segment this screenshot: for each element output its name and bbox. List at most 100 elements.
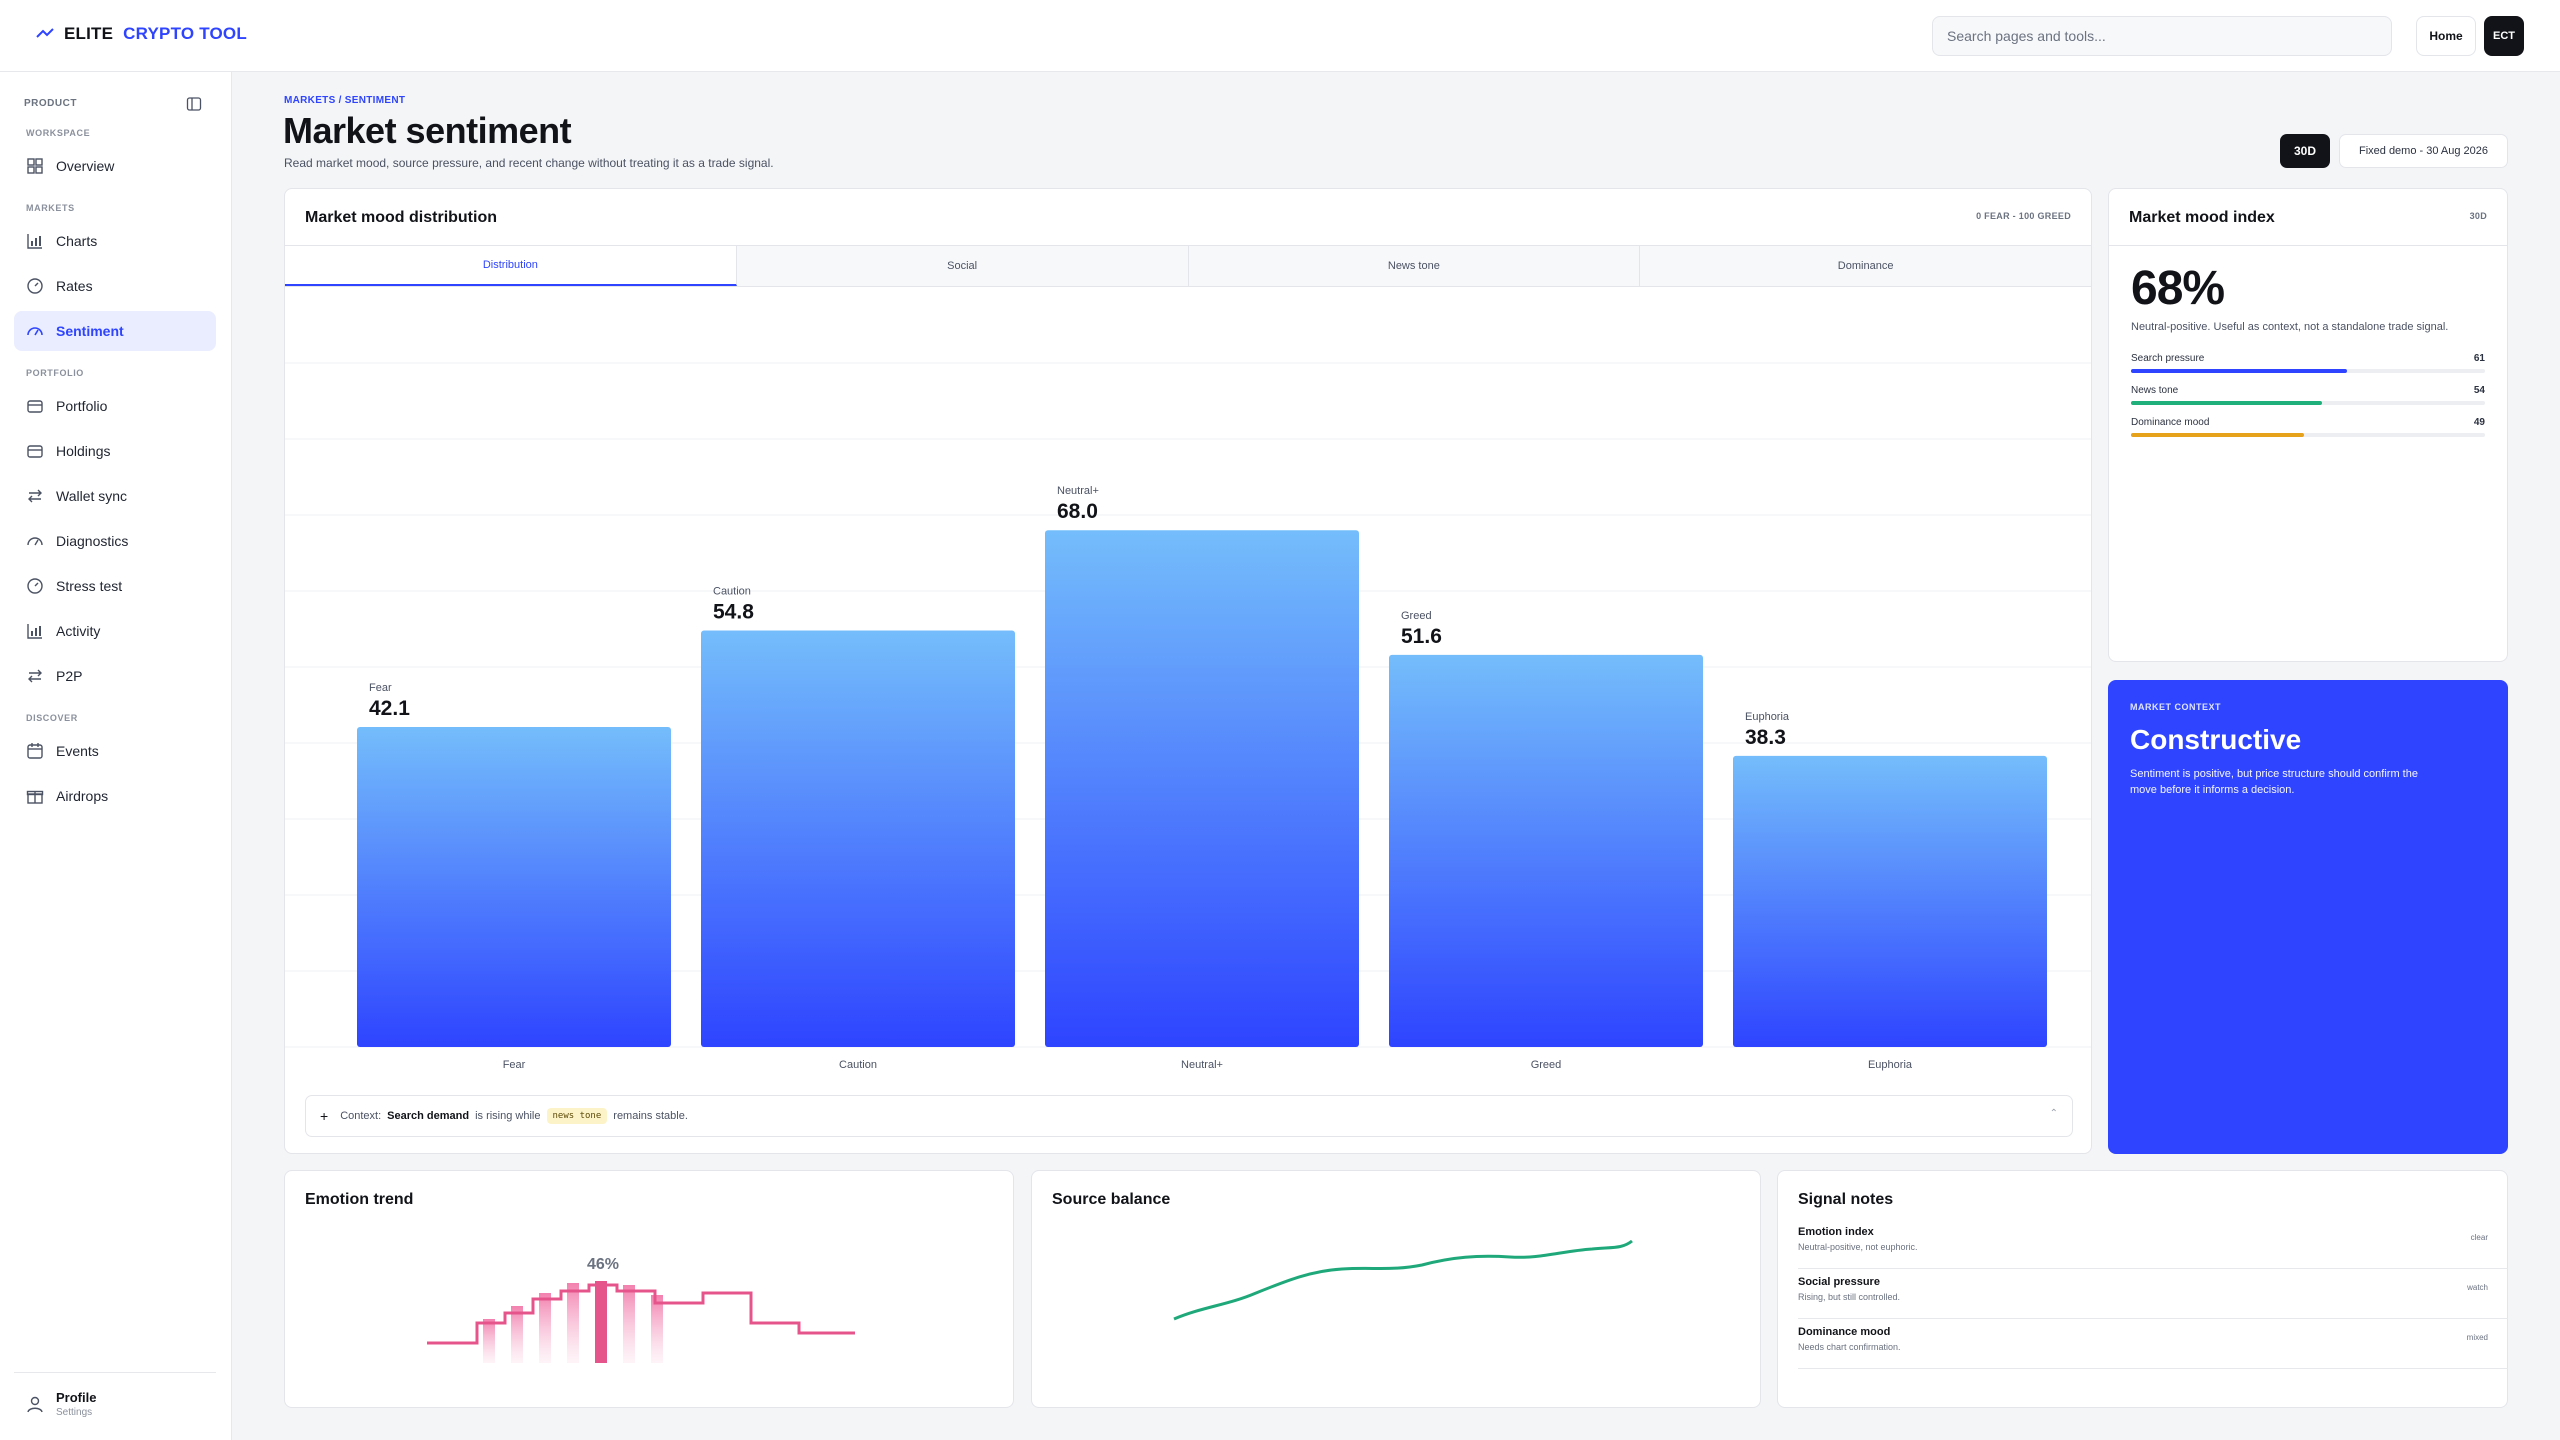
x-tick-label: Euphoria — [1868, 1059, 1913, 1071]
meter-fill — [2131, 401, 2323, 405]
trend-column — [651, 1295, 663, 1363]
swap-arrows-icon — [28, 669, 42, 683]
list-item[interactable]: Social pressure Rising, but still contro… — [1798, 1269, 2508, 1319]
sidebar-item-charts[interactable]: Charts — [14, 221, 216, 261]
sidebar-divider — [14, 1372, 216, 1373]
sidebar-item-label: P2P — [56, 668, 83, 684]
sidebar-item-rates[interactable]: Rates — [14, 266, 216, 306]
mood-index-card: Market mood index 30D 68% Neutral-positi… — [2108, 188, 2508, 662]
note-desc: Needs chart confirmation. — [1798, 1342, 1901, 1352]
bar-caution[interactable] — [701, 630, 1015, 1047]
meter-fill — [2131, 369, 2347, 373]
plus-icon: + — [320, 1108, 329, 1124]
peak-label: 46% — [587, 1256, 619, 1273]
status-badge: mixed — [2466, 1333, 2488, 1342]
brand-logo[interactable]: ELITE CRYPTO TOOL — [36, 24, 247, 44]
note-title: Dominance mood — [1798, 1326, 1891, 1338]
signal-notes-list: Emotion index Neutral-positive, not euph… — [1798, 1219, 2508, 1369]
bar-euphoria[interactable] — [1733, 755, 2047, 1047]
bar-neutral[interactable] — [1045, 530, 1359, 1047]
sidebar-item-label: Sentiment — [56, 323, 124, 339]
avatar[interactable]: ECT — [2484, 16, 2524, 56]
bar-greed[interactable] — [1389, 654, 1703, 1047]
sidebar-item-sentiment[interactable]: Sentiment — [14, 311, 216, 351]
sidebar-item-label: Charts — [56, 233, 98, 249]
bar-category-label: Euphoria — [1745, 711, 1790, 723]
swap-arrows-icon — [28, 489, 42, 503]
trend-column — [511, 1306, 523, 1363]
logo-mark-icon — [36, 28, 54, 38]
product-label: PRODUCT — [24, 98, 77, 109]
top-bar: ELITE CRYPTO TOOL Search pages and tools… — [0, 0, 2560, 72]
note-title: Emotion index — [1798, 1226, 1874, 1238]
note-title: Social pressure — [1798, 1276, 1880, 1288]
tab-social[interactable]: Social — [737, 246, 1189, 286]
x-tick-label: Neutral+ — [1181, 1059, 1223, 1071]
profile-link[interactable]: Profile Settings — [26, 1390, 96, 1418]
bar-value-label: 68.0 — [1057, 500, 1098, 523]
status-badge: watch — [2467, 1283, 2488, 1292]
meter-value: 54 — [2473, 385, 2485, 396]
x-tick-label: Caution — [839, 1059, 877, 1071]
sidebar-item-label: Stress test — [56, 578, 123, 594]
sidebar-item-stress-test[interactable]: Stress test — [14, 566, 216, 606]
trend-column-peak — [595, 1281, 607, 1363]
meter-value: 61 — [2473, 353, 2485, 364]
section-workspace: WORKSPACE — [26, 128, 91, 138]
sidebar-item-portfolio[interactable]: Portfolio — [14, 386, 216, 426]
fixed-demo-badge[interactable]: Fixed demo - 30 Aug 2026 — [2339, 134, 2508, 168]
trend-column — [623, 1285, 635, 1363]
sidebar-item-p2p[interactable]: P2P — [14, 656, 216, 696]
caret-up-icon[interactable]: ⌃ — [2049, 1108, 2058, 1119]
status-badge: clear — [2470, 1233, 2488, 1242]
tab-distribution[interactable]: Distribution — [285, 246, 737, 286]
bar-chart-icon — [27, 624, 42, 639]
speedometer-icon — [27, 327, 43, 336]
source-balance-card: Source balance — [1031, 1170, 1761, 1408]
meter-value: 49 — [2473, 417, 2485, 428]
context-note[interactable]: + Context: Search demand is rising while… — [305, 1095, 2073, 1137]
bar-fear[interactable] — [357, 727, 671, 1047]
sidebar-item-events[interactable]: Events — [14, 731, 216, 771]
sidebar-item-label: Diagnostics — [56, 533, 129, 549]
tab-dominance[interactable]: Dominance — [1837, 260, 1894, 272]
context-suffix: remains stable. — [613, 1110, 688, 1122]
breadcrumb[interactable]: MARKETS / SENTIMENT — [284, 95, 406, 106]
bar-value-label: 42.1 — [369, 697, 410, 720]
mood-value: 68% — [2131, 262, 2225, 315]
page-subtitle: Read market mood, source pressure, and r… — [284, 156, 774, 170]
calendar-icon — [27, 743, 43, 759]
bar-category-label: Fear — [369, 682, 392, 694]
card-title: Market mood index — [2129, 209, 2275, 226]
list-item[interactable]: Dominance mood Needs chart confirmation.… — [1798, 1319, 2508, 1369]
meter-search-pressure: Search pressure 61 — [2131, 353, 2485, 373]
emotion-trend-card: Emotion trend 46% — [284, 1170, 1014, 1408]
home-button[interactable]: Home — [2416, 16, 2476, 56]
trend-columns — [483, 1281, 663, 1363]
sidebar-collapse-icon[interactable] — [186, 96, 202, 112]
sidebar-item-activity[interactable]: Activity — [14, 611, 216, 651]
sidebar-item-airdrops[interactable]: Airdrops — [14, 776, 216, 816]
distribution-bar-chart: Fear 42.1 Fear Caution 54.8 Caution Neutral+ 68… — [285, 362, 2091, 1071]
search-input[interactable]: Search pages and tools... — [1932, 16, 2392, 56]
sidebar: PRODUCT WORKSPACE Overview MARKETS Chart… — [0, 72, 232, 1440]
profile-name: Profile — [56, 1390, 97, 1405]
context-prefix: Context: — [340, 1110, 382, 1122]
grid-icon — [27, 158, 43, 174]
sidebar-item-diagnostics[interactable]: Diagnostics — [14, 521, 216, 561]
trend-column — [539, 1293, 551, 1363]
meter-label: News tone — [2131, 385, 2179, 396]
sidebar-item-label: Holdings — [56, 443, 111, 459]
sidebar-item-holdings[interactable]: Holdings — [14, 431, 216, 471]
list-item[interactable]: Emotion index Neutral-positive, not euph… — [1798, 1219, 2508, 1269]
sidebar-item-overview[interactable]: Overview — [14, 146, 216, 186]
x-tick-label: Greed — [1531, 1059, 1562, 1071]
meter-label: Search pressure — [2131, 353, 2205, 364]
range-30d-button[interactable]: 30D — [2280, 134, 2330, 168]
tab-news-tone[interactable]: News tone — [1189, 246, 1641, 286]
user-icon — [27, 1396, 43, 1413]
context-mid: is rising while — [475, 1110, 541, 1122]
news-tone-pill: news tone — [546, 1108, 608, 1124]
signal-notes-card: Signal notes Emotion index Neutral-posit… — [1777, 1170, 2508, 1408]
sidebar-item-wallet-sync[interactable]: Wallet sync — [14, 476, 216, 516]
